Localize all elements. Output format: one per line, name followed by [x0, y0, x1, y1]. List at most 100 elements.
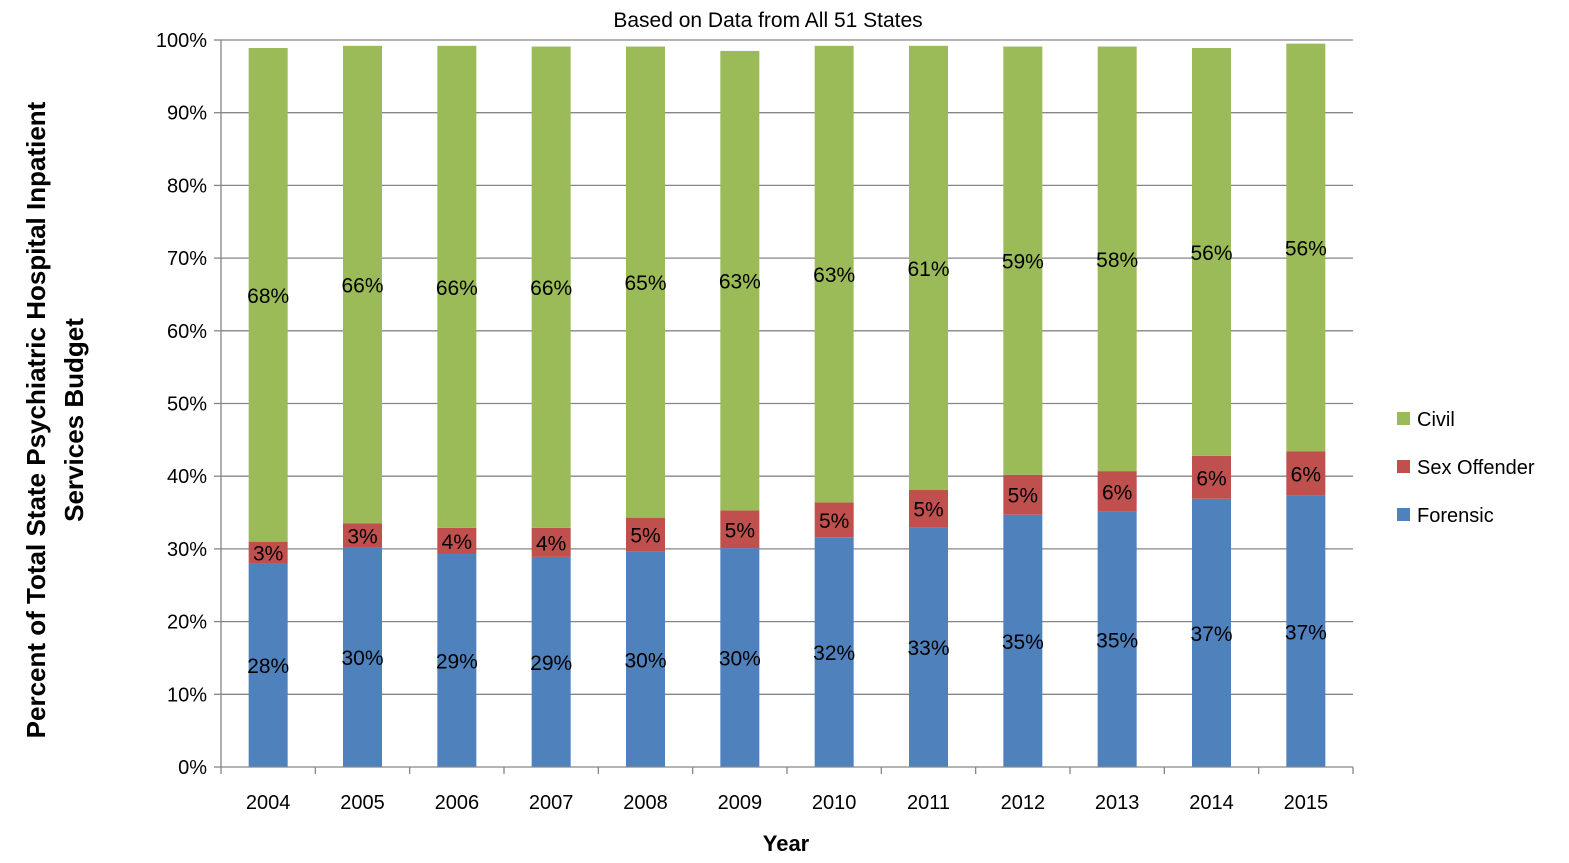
bar-civil-2015: [1286, 43, 1326, 452]
y-tick-label: 50%: [167, 394, 207, 416]
data-label: 68%: [247, 285, 289, 308]
x-axis-title: Year: [763, 831, 810, 856]
bar-civil-2009: [720, 50, 760, 511]
data-label: 6%: [1291, 464, 1321, 487]
data-label: 37%: [1285, 621, 1327, 644]
x-tick-label: 2013: [1095, 792, 1140, 814]
bar-civil-2010: [814, 45, 854, 503]
x-tick-label: 2012: [1001, 792, 1046, 814]
bar-civil-2014: [1192, 47, 1231, 456]
x-tick-label: 2015: [1284, 792, 1329, 814]
y-tick-label: 90%: [167, 103, 207, 125]
data-label: 5%: [913, 499, 943, 522]
data-label: 30%: [719, 648, 761, 671]
x-tick-label: 2004: [246, 792, 291, 814]
bar-forensic-2012: [1003, 514, 1043, 767]
bar-forensic-2013: [1097, 511, 1137, 767]
bar-sex-offender-2012: [1003, 474, 1043, 515]
y-tick-label: 80%: [167, 175, 207, 197]
data-label: 66%: [530, 277, 572, 300]
legend-entry: Forensic: [1417, 505, 1494, 527]
data-label: 63%: [719, 271, 761, 294]
bars: [248, 43, 1326, 767]
bar-civil-2006: [437, 45, 477, 528]
data-label: 29%: [436, 650, 478, 673]
bar-forensic-2006: [437, 553, 477, 767]
data-label: 58%: [1096, 249, 1138, 272]
bar-sex-offender-2014: [1192, 455, 1231, 499]
legend-swatch: [1397, 460, 1410, 473]
x-tick-label: 2010: [812, 792, 857, 814]
bar-civil-2008: [626, 46, 665, 518]
data-label: 3%: [253, 543, 283, 566]
bar-civil-2005: [343, 45, 382, 524]
y-axis-title-line-1: Percent of Total State Psychiatric Hospi…: [21, 101, 51, 738]
data-label: 33%: [907, 637, 949, 660]
y-tick-label: 0%: [178, 757, 207, 779]
data-label: 35%: [1002, 631, 1044, 654]
x-tick-label: 2006: [435, 792, 480, 814]
data-labels: 28% 3% 68% 30% 3% 66% 29% 4% 66% 29% 4% 66% 30% 5% 65%…: [247, 238, 1327, 679]
legend-swatch: [1397, 412, 1410, 425]
bar-civil-2007: [531, 46, 571, 528]
legend-swatch: [1397, 508, 1410, 521]
data-label: 35%: [1096, 629, 1138, 652]
data-label: 61%: [907, 258, 949, 281]
x-tick-label: 2007: [529, 792, 574, 814]
data-label: 66%: [436, 277, 478, 300]
data-label: 66%: [341, 275, 383, 298]
bar-sex-offender-2013: [1097, 471, 1137, 512]
data-label: 32%: [813, 642, 855, 665]
bar-forensic-2015: [1286, 495, 1326, 767]
gridlines: [221, 39, 1353, 695]
axes: 0% 10% 20% 30% 40% 50% 60% 70% 80% 90% 100% 2004 200…: [156, 30, 1354, 814]
y-tick-label: 10%: [167, 684, 207, 706]
data-label: 4%: [536, 532, 566, 555]
bar-forensic-2005: [343, 547, 382, 767]
bar-sex-offender-2005: [343, 523, 382, 548]
bar-sex-offender-2006: [437, 527, 477, 554]
y-tick-label: 70%: [167, 248, 207, 270]
data-label: 5%: [630, 525, 660, 548]
bar-forensic-2009: [720, 548, 760, 767]
data-label: 56%: [1190, 242, 1232, 265]
data-label: 30%: [341, 647, 383, 670]
bar-civil-2004: [248, 47, 288, 542]
y-tick-label: 40%: [167, 466, 207, 488]
x-tick-label: 2005: [340, 792, 385, 814]
data-label: 5%: [819, 510, 849, 533]
data-label: 4%: [442, 531, 472, 554]
data-label: 56%: [1285, 238, 1327, 261]
x-tick-label: 2011: [907, 792, 950, 814]
bar-sex-offender-2007: [531, 527, 571, 557]
legend: Civil Sex Offender Forensic: [1397, 409, 1535, 527]
bar-forensic-2014: [1192, 498, 1231, 767]
x-tick-label: 2008: [623, 792, 668, 814]
bar-forensic-2011: [909, 527, 948, 767]
bar-sex-offender-2010: [814, 502, 854, 538]
y-tick-label: 100%: [156, 30, 207, 52]
data-label: 30%: [624, 649, 666, 672]
x-tick-label: 2009: [718, 792, 763, 814]
data-label: 3%: [347, 525, 377, 548]
data-label: 6%: [1102, 481, 1132, 504]
data-label: 63%: [813, 264, 855, 287]
data-label: 37%: [1190, 623, 1232, 646]
data-label: 5%: [1008, 485, 1038, 508]
bar-civil-2011: [909, 45, 948, 491]
bar-forensic-2008: [626, 551, 665, 767]
data-label: 65%: [624, 272, 666, 295]
legend-entry: Civil: [1417, 409, 1455, 431]
y-tick-label: 30%: [167, 539, 207, 561]
y-tick-label: 20%: [167, 612, 207, 634]
y-tick-label: 60%: [167, 321, 207, 343]
data-label: 6%: [1196, 467, 1226, 490]
bar-sex-offender-2008: [626, 517, 665, 552]
data-label: 28%: [247, 655, 289, 678]
bar-forensic-2007: [531, 556, 571, 767]
bar-forensic-2004: [248, 563, 288, 767]
data-label: 59%: [1002, 251, 1044, 274]
bar-civil-2012: [1003, 46, 1043, 475]
